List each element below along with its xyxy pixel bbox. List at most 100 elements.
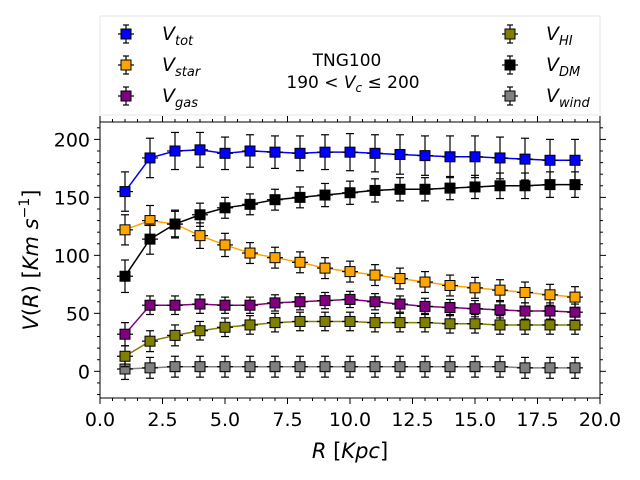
x-tick-label: 7.5 bbox=[272, 409, 302, 431]
x-axis-label: R [Kpc] bbox=[312, 439, 388, 463]
data-point bbox=[294, 191, 306, 203]
data-point bbox=[269, 146, 281, 158]
x-tick-label: 10.0 bbox=[329, 409, 371, 431]
data-point bbox=[194, 361, 206, 373]
data-point bbox=[469, 282, 481, 294]
data-point bbox=[494, 361, 506, 373]
legend-marker bbox=[120, 90, 132, 102]
data-point bbox=[444, 151, 456, 163]
legend-label: VDM bbox=[546, 54, 580, 80]
legend-label-sub: DM bbox=[559, 65, 580, 80]
data-point bbox=[169, 145, 181, 157]
data-point bbox=[319, 361, 331, 373]
series-v-gas bbox=[117, 290, 583, 347]
data-point bbox=[169, 299, 181, 311]
data-point bbox=[119, 270, 131, 282]
data-point bbox=[369, 269, 381, 281]
data-point bbox=[469, 303, 481, 315]
x-tick-label: 12.5 bbox=[391, 409, 433, 431]
legend-label-sub: wind bbox=[559, 96, 590, 111]
data-point bbox=[344, 187, 356, 199]
y-tick-label: 50 bbox=[66, 303, 90, 325]
data-point bbox=[344, 315, 356, 327]
data-point bbox=[519, 286, 531, 298]
data-point bbox=[269, 317, 281, 329]
data-point bbox=[169, 218, 181, 230]
data-point bbox=[269, 361, 281, 373]
data-point bbox=[394, 148, 406, 160]
series-v-dm bbox=[117, 171, 583, 294]
data-point bbox=[319, 146, 331, 158]
data-point bbox=[119, 186, 131, 198]
data-point bbox=[569, 306, 581, 318]
legend-marker bbox=[120, 59, 132, 71]
x-tick-label: 0.0 bbox=[85, 409, 115, 431]
data-point bbox=[494, 319, 506, 331]
data-point bbox=[294, 147, 306, 159]
data-point bbox=[469, 361, 481, 373]
data-point bbox=[219, 147, 231, 159]
data-point bbox=[519, 153, 531, 165]
data-point bbox=[419, 276, 431, 288]
legend-item-v-tot: Vtot bbox=[118, 23, 194, 49]
data-point bbox=[244, 361, 256, 373]
data-point bbox=[519, 319, 531, 331]
data-point bbox=[369, 361, 381, 373]
legend-marker bbox=[504, 90, 516, 102]
data-point bbox=[194, 325, 206, 337]
legend-item-v-gas: Vgas bbox=[118, 85, 198, 111]
legend-label: Vgas bbox=[162, 85, 198, 111]
legend-label: VHI bbox=[546, 23, 573, 49]
data-point bbox=[569, 154, 581, 166]
data-point bbox=[469, 318, 481, 330]
x-tick-label: 20.0 bbox=[579, 409, 621, 431]
data-point bbox=[394, 273, 406, 285]
data-point bbox=[144, 299, 156, 311]
legend-label-main: V bbox=[546, 54, 561, 76]
series-layer bbox=[117, 131, 583, 381]
data-point bbox=[219, 202, 231, 214]
legend-label-sub: HI bbox=[559, 34, 573, 49]
data-point bbox=[444, 280, 456, 292]
x-tick-label: 2.5 bbox=[147, 409, 177, 431]
legend-label-main: V bbox=[162, 54, 177, 76]
data-point bbox=[244, 319, 256, 331]
legend-label: Vwind bbox=[546, 85, 590, 111]
legend-label-main: V bbox=[546, 85, 561, 107]
data-point bbox=[494, 304, 506, 316]
legend-item-v-hi: VHI bbox=[502, 23, 573, 49]
data-point bbox=[344, 293, 356, 305]
data-point bbox=[244, 247, 256, 259]
data-point bbox=[544, 305, 556, 317]
data-point bbox=[344, 146, 356, 158]
data-point bbox=[419, 300, 431, 312]
series-v-hi bbox=[117, 311, 583, 368]
data-point bbox=[519, 362, 531, 374]
axis-ticks: 0.0 2.5 5.0 7.5 10.0 12.5 15.0 17.5 20.0 0 50 100 15… bbox=[54, 116, 621, 431]
data-point bbox=[494, 152, 506, 164]
data-point bbox=[519, 305, 531, 317]
data-point bbox=[294, 256, 306, 268]
data-point bbox=[544, 154, 556, 166]
data-point bbox=[469, 151, 481, 163]
data-point bbox=[394, 361, 406, 373]
data-point bbox=[444, 182, 456, 194]
data-point bbox=[344, 266, 356, 278]
data-point bbox=[444, 318, 456, 330]
data-point bbox=[169, 329, 181, 341]
data-point bbox=[569, 291, 581, 303]
data-point bbox=[544, 289, 556, 301]
data-point bbox=[244, 198, 256, 210]
legend-marker bbox=[504, 59, 516, 71]
data-point bbox=[569, 319, 581, 331]
data-point bbox=[319, 189, 331, 201]
data-point bbox=[119, 224, 131, 236]
data-point bbox=[394, 298, 406, 310]
legend-marker bbox=[504, 28, 516, 40]
y-tick-label: 150 bbox=[54, 187, 90, 209]
data-point bbox=[519, 180, 531, 192]
data-point bbox=[169, 361, 181, 373]
data-point bbox=[144, 362, 156, 374]
data-point bbox=[344, 361, 356, 373]
